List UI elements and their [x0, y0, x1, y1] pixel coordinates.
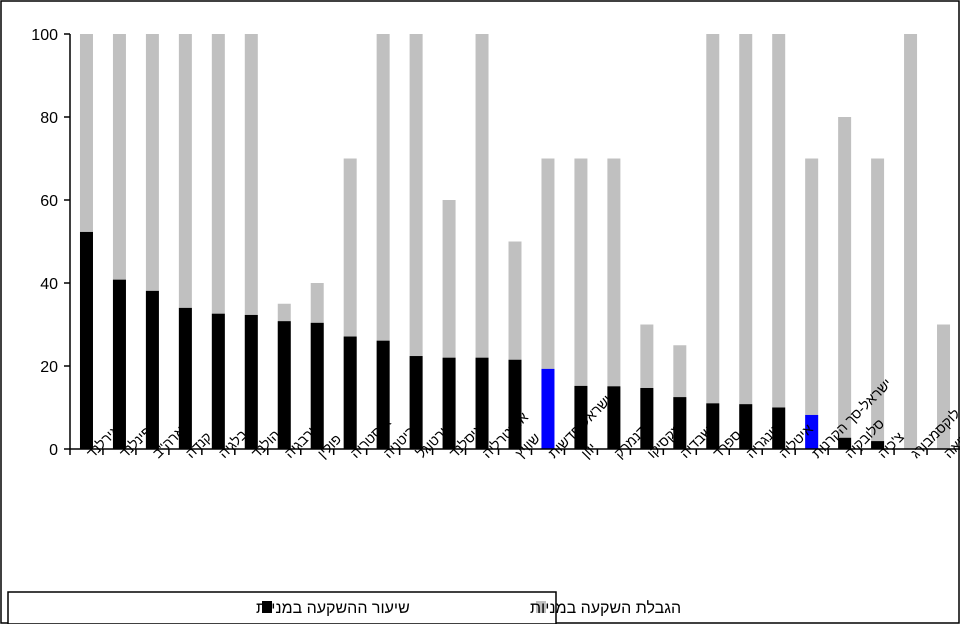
bar-rate [871, 441, 885, 449]
bar-limit [607, 158, 621, 449]
bar-limit [739, 34, 753, 449]
y-tick-label: 40 [40, 276, 58, 293]
bar-rate [79, 231, 93, 449]
y-tick-label: 20 [40, 359, 58, 376]
bar-rate [277, 321, 291, 449]
bar-rate [475, 357, 489, 449]
bar-rate [574, 385, 588, 449]
bar-rate [409, 356, 423, 449]
bar-limit [937, 324, 951, 449]
bar-rate [508, 359, 522, 449]
bar-rate [211, 313, 225, 449]
y-tick-label: 80 [40, 110, 58, 127]
bar-limit [805, 158, 819, 449]
plot-area [79, 34, 951, 449]
bar-rate [607, 386, 621, 449]
bar-rate [343, 336, 357, 449]
bar-rate [706, 403, 720, 449]
legend-box [7, 591, 557, 624]
bar-rate [310, 322, 324, 449]
bar-limit [706, 34, 720, 449]
bar-limit [871, 158, 885, 449]
bar-limit [475, 34, 489, 449]
bar-rate [145, 290, 159, 449]
bar-limit [409, 34, 423, 449]
y-tick-label: 0 [49, 442, 58, 459]
y-tick-label: 60 [40, 193, 58, 210]
bar-rate [244, 314, 258, 449]
bar-limit [904, 34, 918, 449]
y-axis: 0 20 40 60 80 100 [31, 27, 71, 459]
legend-swatch-black [262, 601, 272, 613]
bar-rate [739, 404, 753, 449]
bar-rate [772, 407, 786, 449]
bar-limit [574, 158, 588, 449]
bar-rate [178, 307, 192, 449]
bar-rate [442, 357, 456, 449]
bar-limit [838, 117, 852, 449]
legend-swatch-gray [536, 601, 546, 613]
legend-label-gray: הגבלת השקעה במניות [530, 599, 681, 617]
legend: הגבלת השקעה במניות שיעור ההשקעה במניות [7, 591, 681, 624]
bar-rate-highlight [541, 368, 555, 449]
legend-label-black: שיעור ההשקעה במניות [256, 600, 410, 617]
bar-rate [673, 397, 687, 449]
bar-rate [640, 387, 654, 449]
bar-limit [772, 34, 786, 449]
bar-rate-highlight [805, 414, 819, 449]
bar-rate [376, 340, 390, 449]
y-tick-label: 100 [31, 27, 58, 44]
bar-rate [838, 437, 852, 449]
bar-rate [112, 279, 126, 449]
